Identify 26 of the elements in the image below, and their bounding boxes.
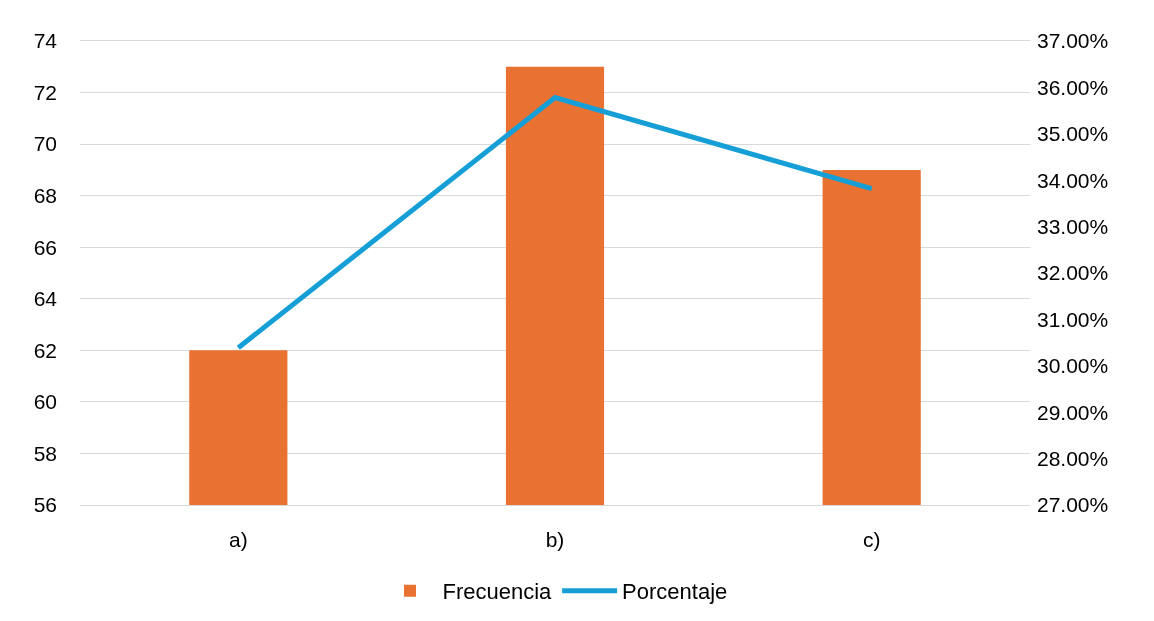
y2-tick-label: 30.00% — [1037, 354, 1109, 378]
y-tick-label: 72 — [33, 80, 57, 104]
y-tick-label: 60 — [33, 390, 57, 414]
x-tick-label: a) — [228, 528, 248, 552]
legend-label: Frecuencia — [442, 579, 553, 605]
y-tick-label: 70 — [33, 132, 57, 156]
y-tick-label: 66 — [33, 235, 57, 259]
x-tick-label: c) — [862, 528, 881, 552]
y2-tick-label: 37.00% — [1037, 29, 1109, 53]
y-tick-label: 62 — [33, 338, 57, 362]
y2-tick-label: 29.00% — [1037, 400, 1109, 424]
y2-tick-label: 36.00% — [1037, 75, 1109, 99]
y2-tick-label: 27.00% — [1037, 493, 1109, 517]
x-tick-label: b) — [545, 528, 565, 552]
legend-label: Porcentaje — [622, 579, 728, 605]
y2-tick-label: 34.00% — [1037, 168, 1109, 192]
y2-tick-label: 32.00% — [1037, 261, 1109, 285]
y-tick-label: 74 — [33, 29, 58, 53]
y-tick-label: 58 — [33, 441, 57, 465]
y2-tick-label: 35.00% — [1037, 122, 1109, 146]
y-tick-label: 56 — [33, 493, 57, 517]
y2-tick-label: 31.00% — [1037, 307, 1109, 331]
y-tick-label: 68 — [33, 184, 57, 208]
y2-tick-label: 28.00% — [1037, 446, 1109, 470]
y-tick-label: 64 — [33, 287, 58, 311]
y2-tick-label: 33.00% — [1037, 214, 1109, 238]
